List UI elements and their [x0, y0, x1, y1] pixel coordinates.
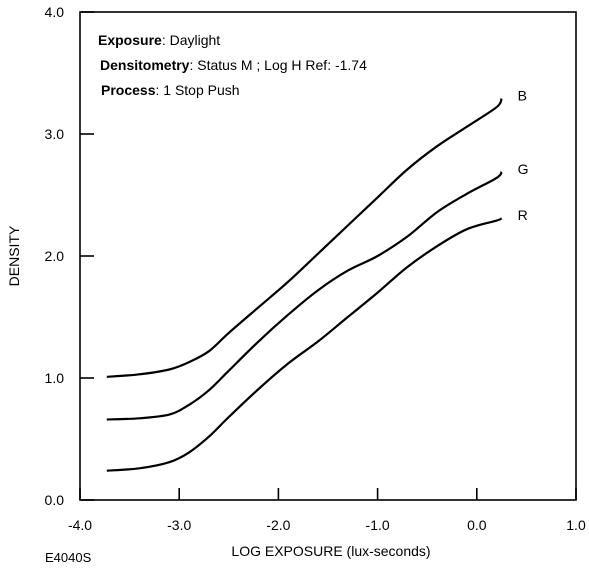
x-tick-label: 0.0: [467, 517, 487, 533]
axis-ticks: [79, 11, 577, 501]
y-axis-title: DENSITY: [6, 225, 22, 286]
series-label-r: R: [518, 207, 528, 223]
series-lines: [106, 98, 503, 472]
annotation-block: Exposure: Daylight Densitometry: Status …: [98, 32, 367, 98]
y-tick-label: 3.0: [45, 126, 65, 142]
series-line-g: [106, 171, 503, 421]
annotation-densitometry: Densitometry: Status M ; Log H Ref: -1.7…: [100, 57, 367, 73]
x-tick-label: -4.0: [68, 517, 92, 533]
y-tick-label: 0.0: [45, 492, 65, 508]
series-label-b: B: [518, 88, 527, 104]
x-tick-label: 1.0: [566, 517, 586, 533]
annotation-exposure: Exposure: Daylight: [98, 32, 220, 48]
y-tick-label: 4.0: [45, 4, 65, 20]
y-tick-label: 1.0: [45, 370, 65, 386]
figure-code: E4040S: [45, 550, 92, 565]
axis-tick-labels: -4.0 -3.0 -2.0 -1.0 0.0 1.0 0.0 1.0 2.0 3.0 4.0: [45, 4, 586, 533]
x-tick-label: -2.0: [266, 517, 290, 533]
x-tick-label: -1.0: [366, 517, 390, 533]
series-line-b: [106, 98, 503, 378]
y-tick-label: 2.0: [45, 248, 65, 264]
x-tick-label: -3.0: [167, 517, 191, 533]
series-line-r: [106, 217, 503, 472]
x-axis-title: LOG EXPOSURE (lux-seconds): [231, 543, 430, 559]
annotation-process: Process: 1 Stop Push: [101, 82, 240, 98]
series-label-g: G: [518, 161, 529, 177]
series-labels: B G R: [518, 88, 529, 224]
